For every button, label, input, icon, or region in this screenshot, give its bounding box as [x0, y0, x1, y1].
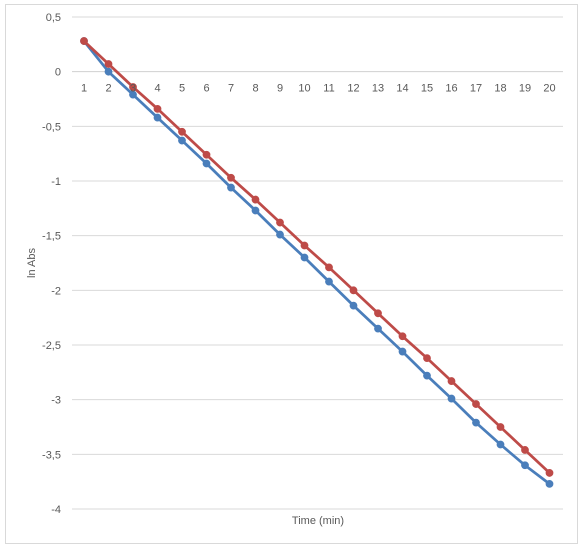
data-point [276, 230, 284, 239]
data-point [178, 136, 186, 145]
y-tick-label: -4 [51, 504, 61, 516]
data-point [521, 446, 529, 454]
x-tick-label: 5 [179, 83, 185, 95]
x-tick-label: 18 [494, 83, 506, 95]
y-tick-label: -2 [51, 285, 61, 297]
data-point [398, 332, 407, 341]
data-point [153, 113, 162, 122]
x-tick-label: 19 [519, 83, 531, 95]
x-tick-label: 3 [130, 83, 136, 95]
data-point [447, 377, 456, 385]
data-point [496, 423, 505, 431]
data-point [227, 183, 235, 192]
series-lines [80, 37, 554, 488]
data-point [251, 206, 260, 215]
data-point [349, 301, 358, 310]
y-tick-label: -2,5 [42, 340, 61, 352]
x-axis-ticks: 1 2 3 4 5 6 7 8 9 10 11 12 13 14 15 16 17 18 19 20 [81, 83, 556, 95]
data-point [80, 37, 88, 45]
y-tick-label: -3 [51, 395, 61, 407]
data-point [227, 173, 235, 182]
data-point [496, 440, 505, 449]
y-axis-title: ln Abs [26, 248, 38, 278]
x-tick-label: 14 [396, 83, 408, 95]
data-point [153, 104, 162, 113]
data-point [423, 371, 431, 380]
y-tick-label: 0 [55, 67, 61, 79]
gridlines [72, 16, 563, 510]
data-point [104, 60, 113, 68]
data-point [300, 253, 309, 262]
data-point [423, 354, 431, 363]
x-tick-label: 12 [347, 83, 359, 95]
x-tick-label: 11 [323, 83, 334, 95]
y-tick-label: 0,5 [46, 12, 61, 24]
x-tick-label: 17 [470, 83, 482, 95]
data-point [398, 347, 407, 356]
x-tick-label: 7 [228, 83, 234, 95]
x-tick-label: 16 [445, 83, 457, 95]
y-axis-ticks: 0,5 0 -0,5 -1 -1,5 -2 -2,5 -3 -3,5 -4 [42, 12, 61, 516]
data-point [545, 479, 554, 488]
data-point [325, 263, 333, 272]
data-point [202, 150, 211, 159]
data-point [129, 83, 137, 91]
y-tick-label: -1 [51, 176, 61, 188]
series-line-2 [82, 39, 551, 475]
x-tick-label: 8 [252, 83, 258, 95]
data-point [374, 309, 382, 318]
data-point [325, 277, 333, 286]
y-tick-label: -3,5 [42, 449, 61, 461]
data-point [545, 469, 554, 477]
data-point [251, 195, 260, 204]
x-tick-label: 2 [105, 83, 111, 95]
x-tick-label: 6 [203, 83, 209, 95]
data-point [202, 159, 211, 168]
data-point [349, 286, 358, 295]
data-point [276, 218, 284, 227]
series-line-1 [82, 39, 551, 486]
x-tick-label: 9 [277, 83, 283, 95]
data-point [300, 241, 309, 250]
data-point [472, 400, 480, 408]
data-point [129, 90, 137, 99]
y-tick-label: -1,5 [42, 231, 61, 243]
x-tick-label: 4 [154, 83, 160, 95]
data-point [472, 418, 480, 427]
x-tick-label: 1 [81, 83, 87, 95]
data-point [374, 324, 382, 333]
data-point [447, 394, 456, 403]
data-point [104, 67, 113, 76]
x-axis-title: Time (min) [292, 515, 344, 527]
y-tick-label: -0,5 [42, 121, 61, 133]
x-tick-label: 10 [298, 83, 310, 95]
data-point [521, 461, 529, 470]
x-tick-label: 13 [372, 83, 384, 95]
data-point [178, 127, 186, 136]
x-tick-label: 20 [543, 83, 555, 95]
x-tick-label: 15 [421, 83, 433, 95]
